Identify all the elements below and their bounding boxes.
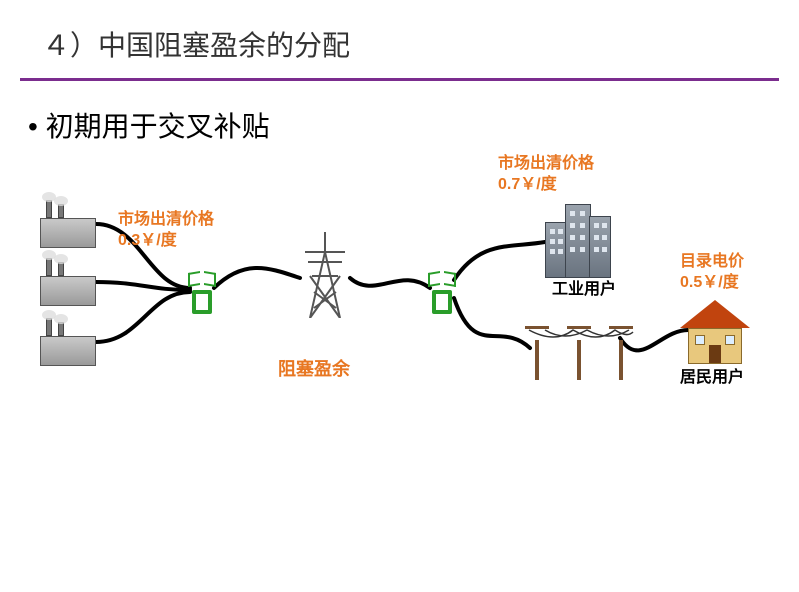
power-plant-icon xyxy=(40,200,96,248)
label-ind_price: 市场出清价格0.7￥/度 xyxy=(498,154,594,196)
industrial-user-icon xyxy=(545,204,611,278)
transformer-icon xyxy=(190,268,214,314)
wire xyxy=(96,292,190,342)
residential-user-icon xyxy=(680,300,750,364)
label-line1: 居民用户 xyxy=(680,368,744,389)
wire xyxy=(454,298,530,348)
label-res_price: 目录电价0.5￥/度 xyxy=(680,252,744,294)
diagram-canvas: 市场出清价格0.3￥/度阻塞盈余 市场出清价格 0.7￥/度工业用户 目录电价0.5￥… xyxy=(0,170,799,470)
label-line1: 市场出清价格 xyxy=(118,210,214,231)
label-line1: 阻塞盈余 xyxy=(278,358,350,381)
power-plant-icon xyxy=(40,318,96,366)
label-line1: 市场出清价格 xyxy=(498,154,594,175)
slide-title: ４）中国阻塞盈余的分配 xyxy=(0,0,799,64)
wire xyxy=(350,278,430,288)
label-surplus: 阻塞盈余 xyxy=(278,358,350,381)
label-line1: 目录电价 xyxy=(680,252,744,273)
wire xyxy=(454,242,545,280)
label-gen_price: 市场出清价格0.3￥/度 xyxy=(118,210,214,252)
label-line1: 工业用户 xyxy=(552,280,616,301)
label-line2: 0.3￥/度 xyxy=(118,231,214,252)
transmission-tower-icon xyxy=(300,232,350,318)
label-ind_user: 工业用户 xyxy=(552,280,616,301)
power-plant-icon xyxy=(40,258,96,306)
label-res_user: 居民用户 xyxy=(680,368,744,389)
slide-bullet: • 初期用于交叉补贴 xyxy=(0,81,799,145)
transformer-icon xyxy=(430,268,454,314)
wire xyxy=(214,268,300,288)
label-line2: 0.5￥/度 xyxy=(680,273,744,294)
distribution-poles-icon xyxy=(525,320,635,380)
label-line2: 0.7￥/度 xyxy=(498,175,594,196)
